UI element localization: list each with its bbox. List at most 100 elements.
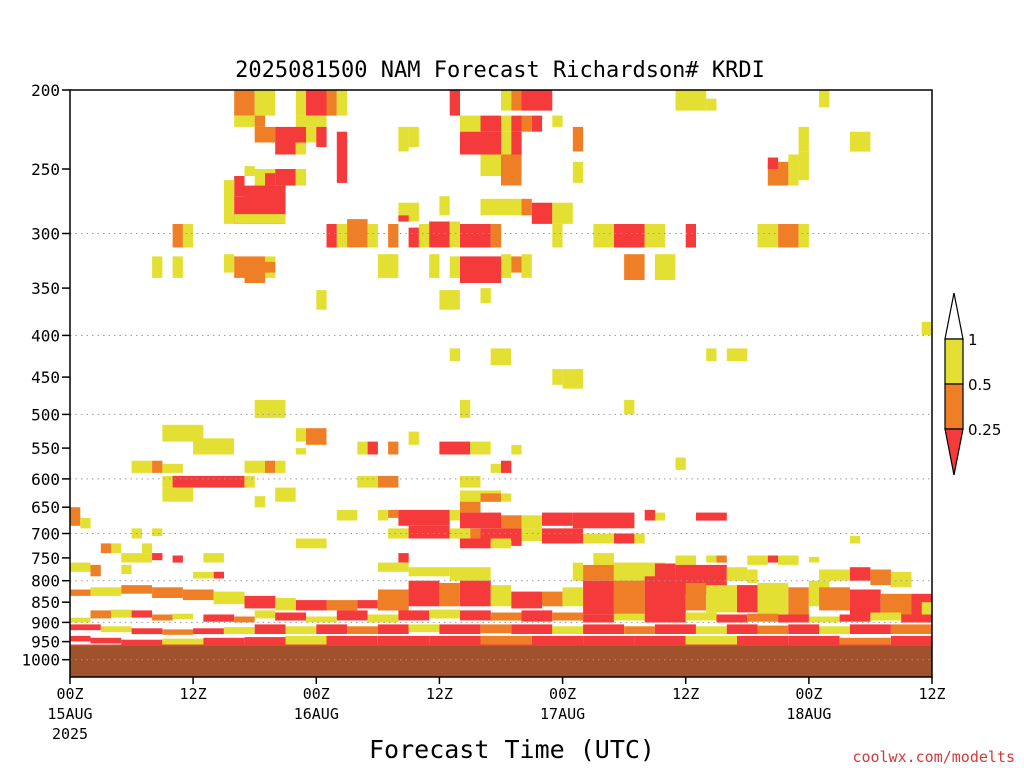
heatmap-cell <box>162 463 183 473</box>
heatmap-cell <box>501 115 512 132</box>
y-tick-label: 200 <box>31 81 60 100</box>
credit-text: coolwx.com/modelts <box>852 748 1015 766</box>
heatmap-cell <box>439 290 460 310</box>
heatmap-cell <box>819 90 830 108</box>
heatmap-cell <box>295 115 327 127</box>
heatmap-cell <box>460 224 491 248</box>
heatmap-cell <box>234 90 255 116</box>
heatmap-cell <box>439 624 481 634</box>
heatmap-cell <box>152 587 183 598</box>
heatmap-cell <box>398 509 450 526</box>
heatmap-cell <box>460 512 501 529</box>
heatmap-cell <box>162 487 194 502</box>
heatmap-cell <box>357 475 378 488</box>
heatmap-cell <box>788 624 820 634</box>
heatmap-cell <box>583 533 614 544</box>
heatmap-cell <box>798 126 809 152</box>
heatmap-cell <box>808 616 840 623</box>
heatmap-cell <box>429 635 481 645</box>
heatmap-cell <box>295 142 307 155</box>
heatmap-cell <box>644 224 666 248</box>
heatmap-cell <box>223 254 235 273</box>
heatmap-cell <box>70 644 932 646</box>
heatmap-cell <box>490 224 501 248</box>
heatmap-cell <box>234 196 245 224</box>
heatmap-cell <box>377 254 399 278</box>
heatmap-cell <box>377 475 399 488</box>
y-tick-label: 700 <box>31 525 60 544</box>
heatmap-cell <box>203 553 224 563</box>
x-tick-label: 00Z <box>549 685 576 703</box>
heatmap-cell <box>377 509 389 521</box>
heatmap-cell <box>726 624 758 634</box>
heatmap-cell <box>306 428 327 445</box>
y-tick-label: 850 <box>31 593 60 612</box>
heatmap-cell <box>552 626 584 634</box>
heatmap-cell <box>839 614 871 622</box>
heatmap-cell <box>480 198 522 216</box>
y-tick-label: 550 <box>31 439 60 458</box>
y-tick-label: 1000 <box>21 651 60 670</box>
y-tick-label: 350 <box>31 279 60 298</box>
heatmap-cell <box>388 441 399 455</box>
heatmap-cell <box>193 438 235 455</box>
heatmap-cell <box>449 90 460 116</box>
heatmap-cell <box>460 256 501 283</box>
heatmap-cell <box>70 635 91 642</box>
heatmap-cell <box>100 626 132 633</box>
heatmap-cell <box>511 444 522 455</box>
heatmap-cell <box>490 612 522 621</box>
heatmap-cell <box>501 154 522 186</box>
heatmap-cell <box>234 256 245 278</box>
heatmap-cell <box>849 131 871 152</box>
legend-label: 0.25 <box>968 421 1001 439</box>
heatmap-cell <box>521 198 532 216</box>
heatmap-cell <box>531 202 553 224</box>
heatmap-cell <box>808 556 820 563</box>
heatmap-cell <box>624 254 645 280</box>
heatmap-cell <box>162 629 194 635</box>
x-tick-date: 17AUG <box>540 705 585 723</box>
heatmap-cell <box>675 457 686 470</box>
y-tick-label: 800 <box>31 572 60 591</box>
heatmap-cell <box>460 399 471 418</box>
heatmap-cell <box>521 528 542 541</box>
heatmap-cell <box>182 224 194 248</box>
heatmap-cell <box>501 90 512 111</box>
heatmap-cell <box>265 460 276 473</box>
heatmap-cell <box>275 126 306 143</box>
heatmap-cell <box>80 518 91 529</box>
heatmap-cell <box>152 553 163 561</box>
heatmap-cell <box>408 525 450 539</box>
heatmap-cell <box>542 528 583 544</box>
heatmap-cell <box>480 115 501 132</box>
heatmap-cell <box>275 612 306 621</box>
heatmap-cell <box>511 90 522 111</box>
heatmap-cell <box>696 626 727 634</box>
heatmap-cell <box>747 569 758 583</box>
x-tick-date: 15AUG <box>47 705 92 723</box>
legend-top-arrow <box>944 292 964 340</box>
heatmap-cell <box>172 475 245 488</box>
heatmap-cell <box>788 635 840 645</box>
heatmap-cell <box>767 157 779 169</box>
heatmap-cell <box>398 126 409 152</box>
heatmap-cells <box>70 90 932 646</box>
heatmap-cell <box>819 587 850 611</box>
legend-bottom-arrow <box>944 428 964 476</box>
heatmap-cell <box>377 624 409 634</box>
x-axis: 00Z 15AUG 2025 12Z 00Z 16AUG 12Z 00Z 17AUG 12Z 00Z… <box>47 677 946 743</box>
heatmap-cell <box>891 624 932 634</box>
heatmap-cell <box>111 609 132 618</box>
heatmap-cell <box>306 616 337 623</box>
x-tick-label: 12Z <box>918 685 945 703</box>
heatmap-cell <box>449 567 491 581</box>
heatmap-cell <box>152 614 173 621</box>
heatmap-cell <box>295 448 307 455</box>
heatmap-cell <box>70 562 91 572</box>
heatmap-cell <box>921 602 932 615</box>
heatmap-cell <box>531 635 584 645</box>
heatmap-cell <box>572 161 584 183</box>
heatmap-cell <box>778 614 809 623</box>
y-tick-label: 600 <box>31 470 60 489</box>
